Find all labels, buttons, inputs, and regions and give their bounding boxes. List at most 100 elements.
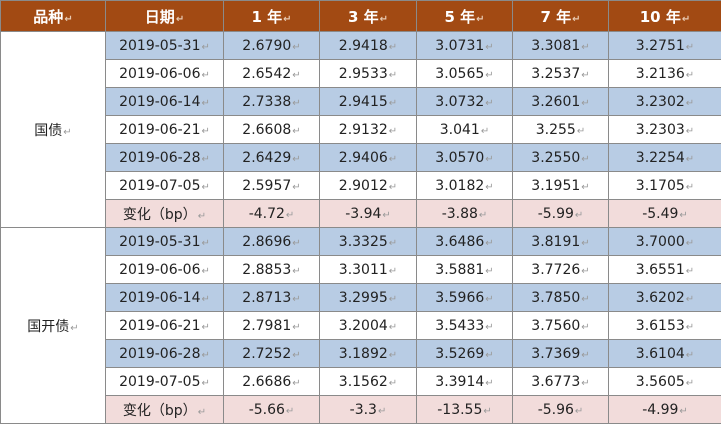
yield-value: 3.1951: [531, 177, 581, 194]
yield-value: 2.9415: [338, 93, 388, 110]
paragraph-mark-icon: ↵: [581, 97, 590, 109]
paragraph-mark-icon: ↵: [485, 69, 494, 81]
table-row: 2019-07-05↵ 2.5957↵ 2.9012↵ 3.0182↵ 3.1951↵ 3…: [1, 171, 721, 200]
yield-cell: 3.6486↵: [416, 227, 513, 256]
change-label-cell: 变化（bp）↵: [105, 395, 224, 424]
paragraph-mark-icon: ↵: [201, 377, 210, 389]
yield-cell: 3.1892↵: [319, 339, 417, 368]
paragraph-mark-icon: ↵: [476, 13, 485, 25]
change-row: 变化（bp）↵ -5.66↵ -3.3↵ -13.55↵ -5.96↵ -4.99↵: [1, 395, 721, 424]
paragraph-mark-icon: ↵: [685, 69, 695, 81]
paragraph-mark-icon: ↵: [685, 97, 695, 109]
yield-value: 2.7338: [242, 93, 292, 110]
paragraph-mark-icon: ↵: [388, 265, 398, 277]
yield-cell: -5.66↵: [223, 395, 320, 424]
yield-cell: 3.0731↵: [416, 31, 513, 60]
table-row: 国债↵ 2019-05-31↵ 2.6790↵ 2.9418↵ 3.0731↵ 3.308…: [0, 31, 721, 228]
paragraph-mark-icon: ↵: [197, 406, 207, 418]
yield-cell: 3.1951↵: [512, 171, 609, 200]
paragraph-mark-icon: ↵: [480, 125, 490, 137]
header-7y: 7 年↵: [512, 0, 609, 32]
paragraph-mark-icon: ↵: [388, 153, 398, 165]
yield-value: 3.7850: [531, 289, 581, 306]
yield-cell: 3.2136↵: [608, 59, 721, 88]
paragraph-mark-icon: ↵: [201, 349, 210, 361]
paragraph-mark-icon: ↵: [201, 293, 210, 305]
yield-value: 3.6104: [635, 345, 685, 362]
change-row: 变化（bp）↵ -4.72↵ -3.94↵ -3.88↵ -5.99↵ -5.49↵: [1, 199, 721, 228]
paragraph-mark-icon: ↵: [283, 13, 292, 25]
yield-value: 2.6790: [242, 37, 292, 54]
yield-cell: 2.6429↵: [223, 143, 320, 172]
yield-cell: 3.7000↵: [608, 227, 721, 256]
paragraph-mark-icon: ↵: [292, 181, 301, 193]
table-row: 2019-06-28↵ 2.6429↵ 2.9406↵ 3.0570↵ 3.2550↵ 3…: [1, 143, 721, 172]
yield-value: 3.6202: [635, 289, 685, 306]
yield-cell: 2.6542↵: [223, 59, 320, 88]
paragraph-mark-icon: ↵: [388, 69, 398, 81]
bond-group-label: 国债↵: [0, 31, 106, 228]
yield-value: 3.1705: [635, 177, 685, 194]
yield-cell: 2.9012↵: [319, 171, 417, 200]
yield-value: 2.8713: [242, 289, 292, 306]
yield-value: 3.2254: [635, 149, 685, 166]
paragraph-mark-icon: ↵: [201, 321, 210, 333]
paragraph-mark-icon: ↵: [388, 321, 398, 333]
table-header-row: 品种↵ 日期↵ 1 年↵ 3 年↵ 5 年↵ 7 年↵ 10 年↵: [0, 0, 721, 32]
yield-value: 2.8853: [242, 261, 292, 278]
yield-value: 3.5966: [435, 289, 485, 306]
date-text: 2019-07-05: [119, 373, 201, 390]
paragraph-mark-icon: ↵: [292, 237, 301, 249]
paragraph-mark-icon: ↵: [388, 181, 398, 193]
paragraph-mark-icon: ↵: [292, 41, 301, 53]
yield-value: 3.3325: [338, 233, 388, 250]
date-cell: 2019-06-28↵: [105, 339, 224, 368]
paragraph-mark-icon: ↵: [685, 321, 695, 333]
yield-value: 3.5433: [435, 317, 485, 334]
date-text: 2019-06-06: [119, 65, 201, 82]
paragraph-mark-icon: ↵: [679, 405, 688, 417]
yield-value: 3.2303: [635, 121, 685, 138]
yield-value: -5.99: [537, 205, 574, 222]
yield-value: 3.041: [439, 121, 480, 138]
yield-value: 2.9132: [338, 121, 388, 138]
yield-cell: 2.6608↵: [223, 115, 320, 144]
paragraph-mark-icon: ↵: [292, 377, 301, 389]
paragraph-mark-icon: ↵: [581, 237, 590, 249]
bond-group-name: 国债: [34, 122, 63, 139]
paragraph-mark-icon: ↵: [681, 13, 691, 25]
bond-group-name: 国开债: [27, 318, 70, 335]
table-row: 2019-06-14↵ 2.7338↵ 2.9415↵ 3.0732↵ 3.2601↵ 3…: [1, 87, 721, 116]
date-cell: 2019-05-31↵: [105, 227, 224, 256]
yield-value: 2.7981: [242, 317, 292, 334]
yield-value: 3.5881: [435, 261, 485, 278]
paragraph-mark-icon: ↵: [292, 321, 301, 333]
yield-cell: 3.3081↵: [512, 31, 609, 60]
yield-value: 3.0732: [435, 93, 485, 110]
yield-value: 3.1562: [338, 373, 388, 390]
paragraph-mark-icon: ↵: [292, 265, 301, 277]
paragraph-mark-icon: ↵: [485, 349, 494, 361]
table-row: 2019-06-21↵ 2.6608↵ 2.9132↵ 3.041↵ 3.255↵ 3.2…: [1, 115, 721, 144]
yield-cell: 2.6790↵: [223, 31, 320, 60]
paragraph-mark-icon: ↵: [685, 349, 695, 361]
yield-cell: 3.3325↵: [319, 227, 417, 256]
yield-value: 3.7369: [531, 345, 581, 362]
yield-value: -3.3: [349, 401, 377, 418]
yield-value: 2.6429: [242, 149, 292, 166]
table-row: 2019-06-06↵ 2.6542↵ 2.9533↵ 3.0565↵ 3.2537↵ 3…: [1, 59, 721, 88]
paragraph-mark-icon: ↵: [485, 293, 494, 305]
paragraph-mark-icon: ↵: [201, 97, 210, 109]
yield-cell: 3.5433↵: [416, 311, 513, 340]
yield-cell: 3.2751↵: [608, 31, 721, 60]
paragraph-mark-icon: ↵: [388, 293, 398, 305]
paragraph-mark-icon: ↵: [201, 181, 210, 193]
paragraph-mark-icon: ↵: [485, 97, 494, 109]
yield-value: 3.0565: [435, 65, 485, 82]
yield-cell: -3.3↵: [319, 395, 417, 424]
paragraph-mark-icon: ↵: [63, 126, 72, 138]
paragraph-mark-icon: ↵: [201, 265, 210, 277]
paragraph-mark-icon: ↵: [70, 322, 79, 334]
yield-cell: 3.7369↵: [512, 339, 609, 368]
header-label: 5 年: [444, 7, 476, 26]
